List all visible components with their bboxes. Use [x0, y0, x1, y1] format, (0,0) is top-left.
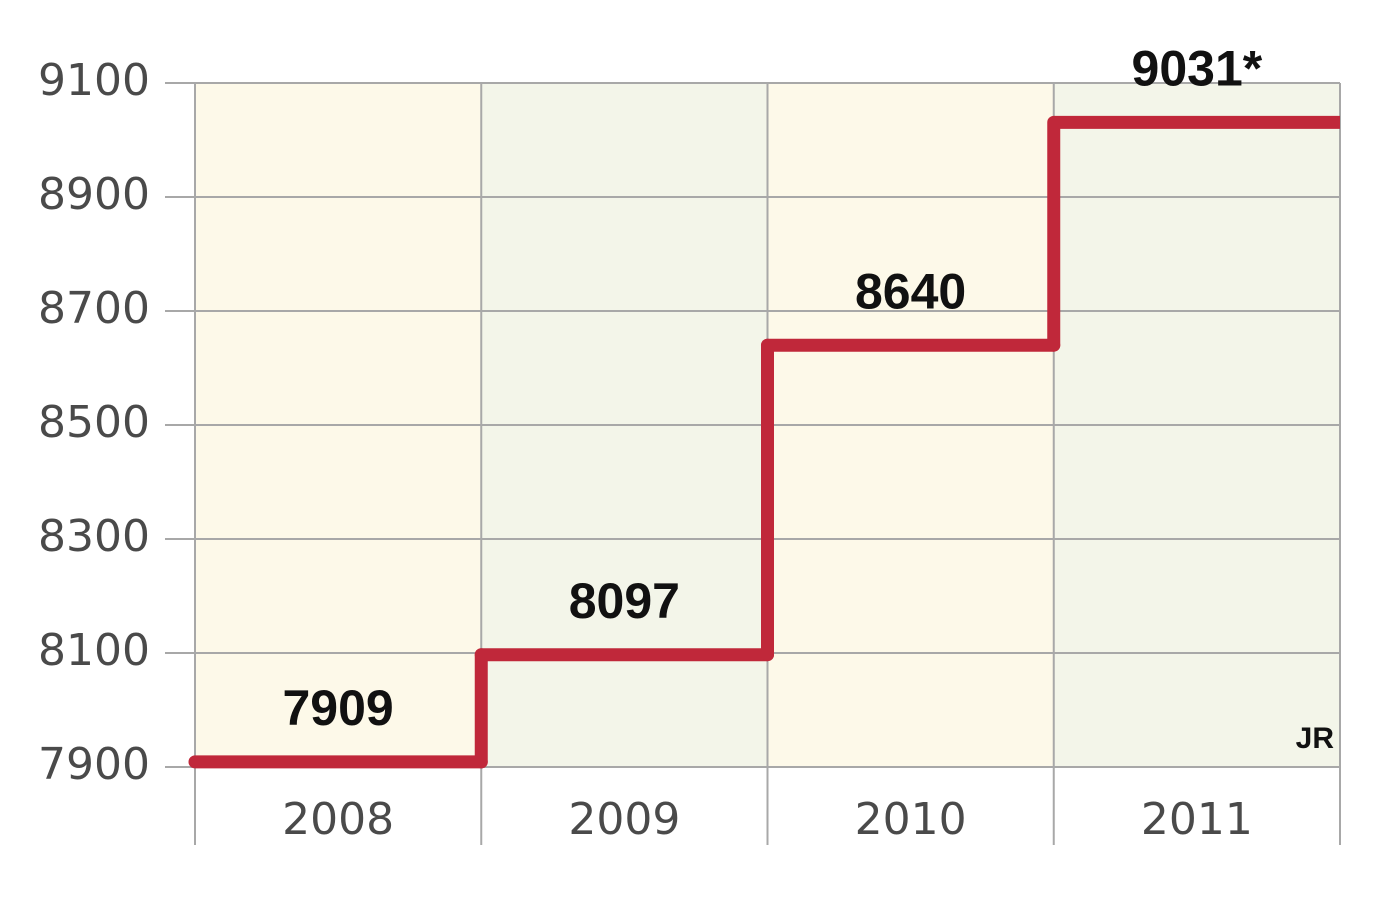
- y-tick-label: 8500: [38, 397, 150, 448]
- value-label: 9031*: [1132, 41, 1263, 97]
- y-tick-label: 8700: [38, 283, 150, 334]
- y-tick-label: 8900: [38, 169, 150, 220]
- x-tick-label: 2011: [1141, 794, 1253, 845]
- y-tick-label: 8100: [38, 625, 150, 676]
- y-tick-label: 7900: [38, 739, 150, 790]
- x-tick-label: 2009: [568, 794, 680, 845]
- value-label: 8097: [569, 573, 680, 629]
- annotation: JR: [1296, 722, 1335, 755]
- x-tick-label: 2010: [855, 794, 967, 845]
- x-tick-label: 2008: [282, 794, 394, 845]
- value-label: 7909: [283, 680, 394, 736]
- value-label: 8640: [855, 263, 966, 319]
- y-tick-label: 8300: [38, 511, 150, 562]
- y-tick-label: 9100: [38, 55, 150, 106]
